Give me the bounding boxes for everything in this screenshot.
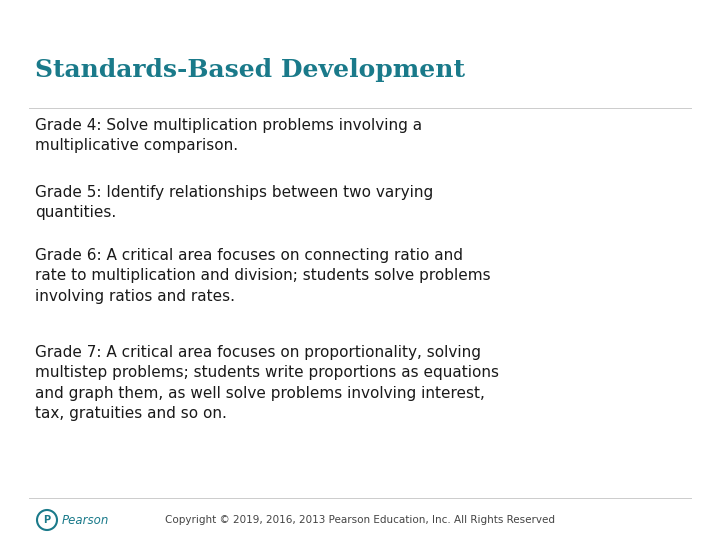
Text: Grade 5: Identify relationships between two varying
quantities.: Grade 5: Identify relationships between …	[35, 185, 433, 220]
Text: Grade 6: A critical area focuses on connecting ratio and
rate to multiplication : Grade 6: A critical area focuses on conn…	[35, 248, 490, 304]
Text: Copyright © 2019, 2016, 2013 Pearson Education, Inc. All Rights Reserved: Copyright © 2019, 2016, 2013 Pearson Edu…	[165, 515, 555, 525]
Text: P: P	[43, 515, 50, 525]
Text: Pearson: Pearson	[62, 514, 109, 526]
Text: Grade 4: Solve multiplication problems involving a
multiplicative comparison.: Grade 4: Solve multiplication problems i…	[35, 118, 422, 153]
Text: Standards-Based Development: Standards-Based Development	[35, 58, 465, 82]
Text: Grade 7: A critical area focuses on proportionality, solving
multistep problems;: Grade 7: A critical area focuses on prop…	[35, 345, 499, 421]
